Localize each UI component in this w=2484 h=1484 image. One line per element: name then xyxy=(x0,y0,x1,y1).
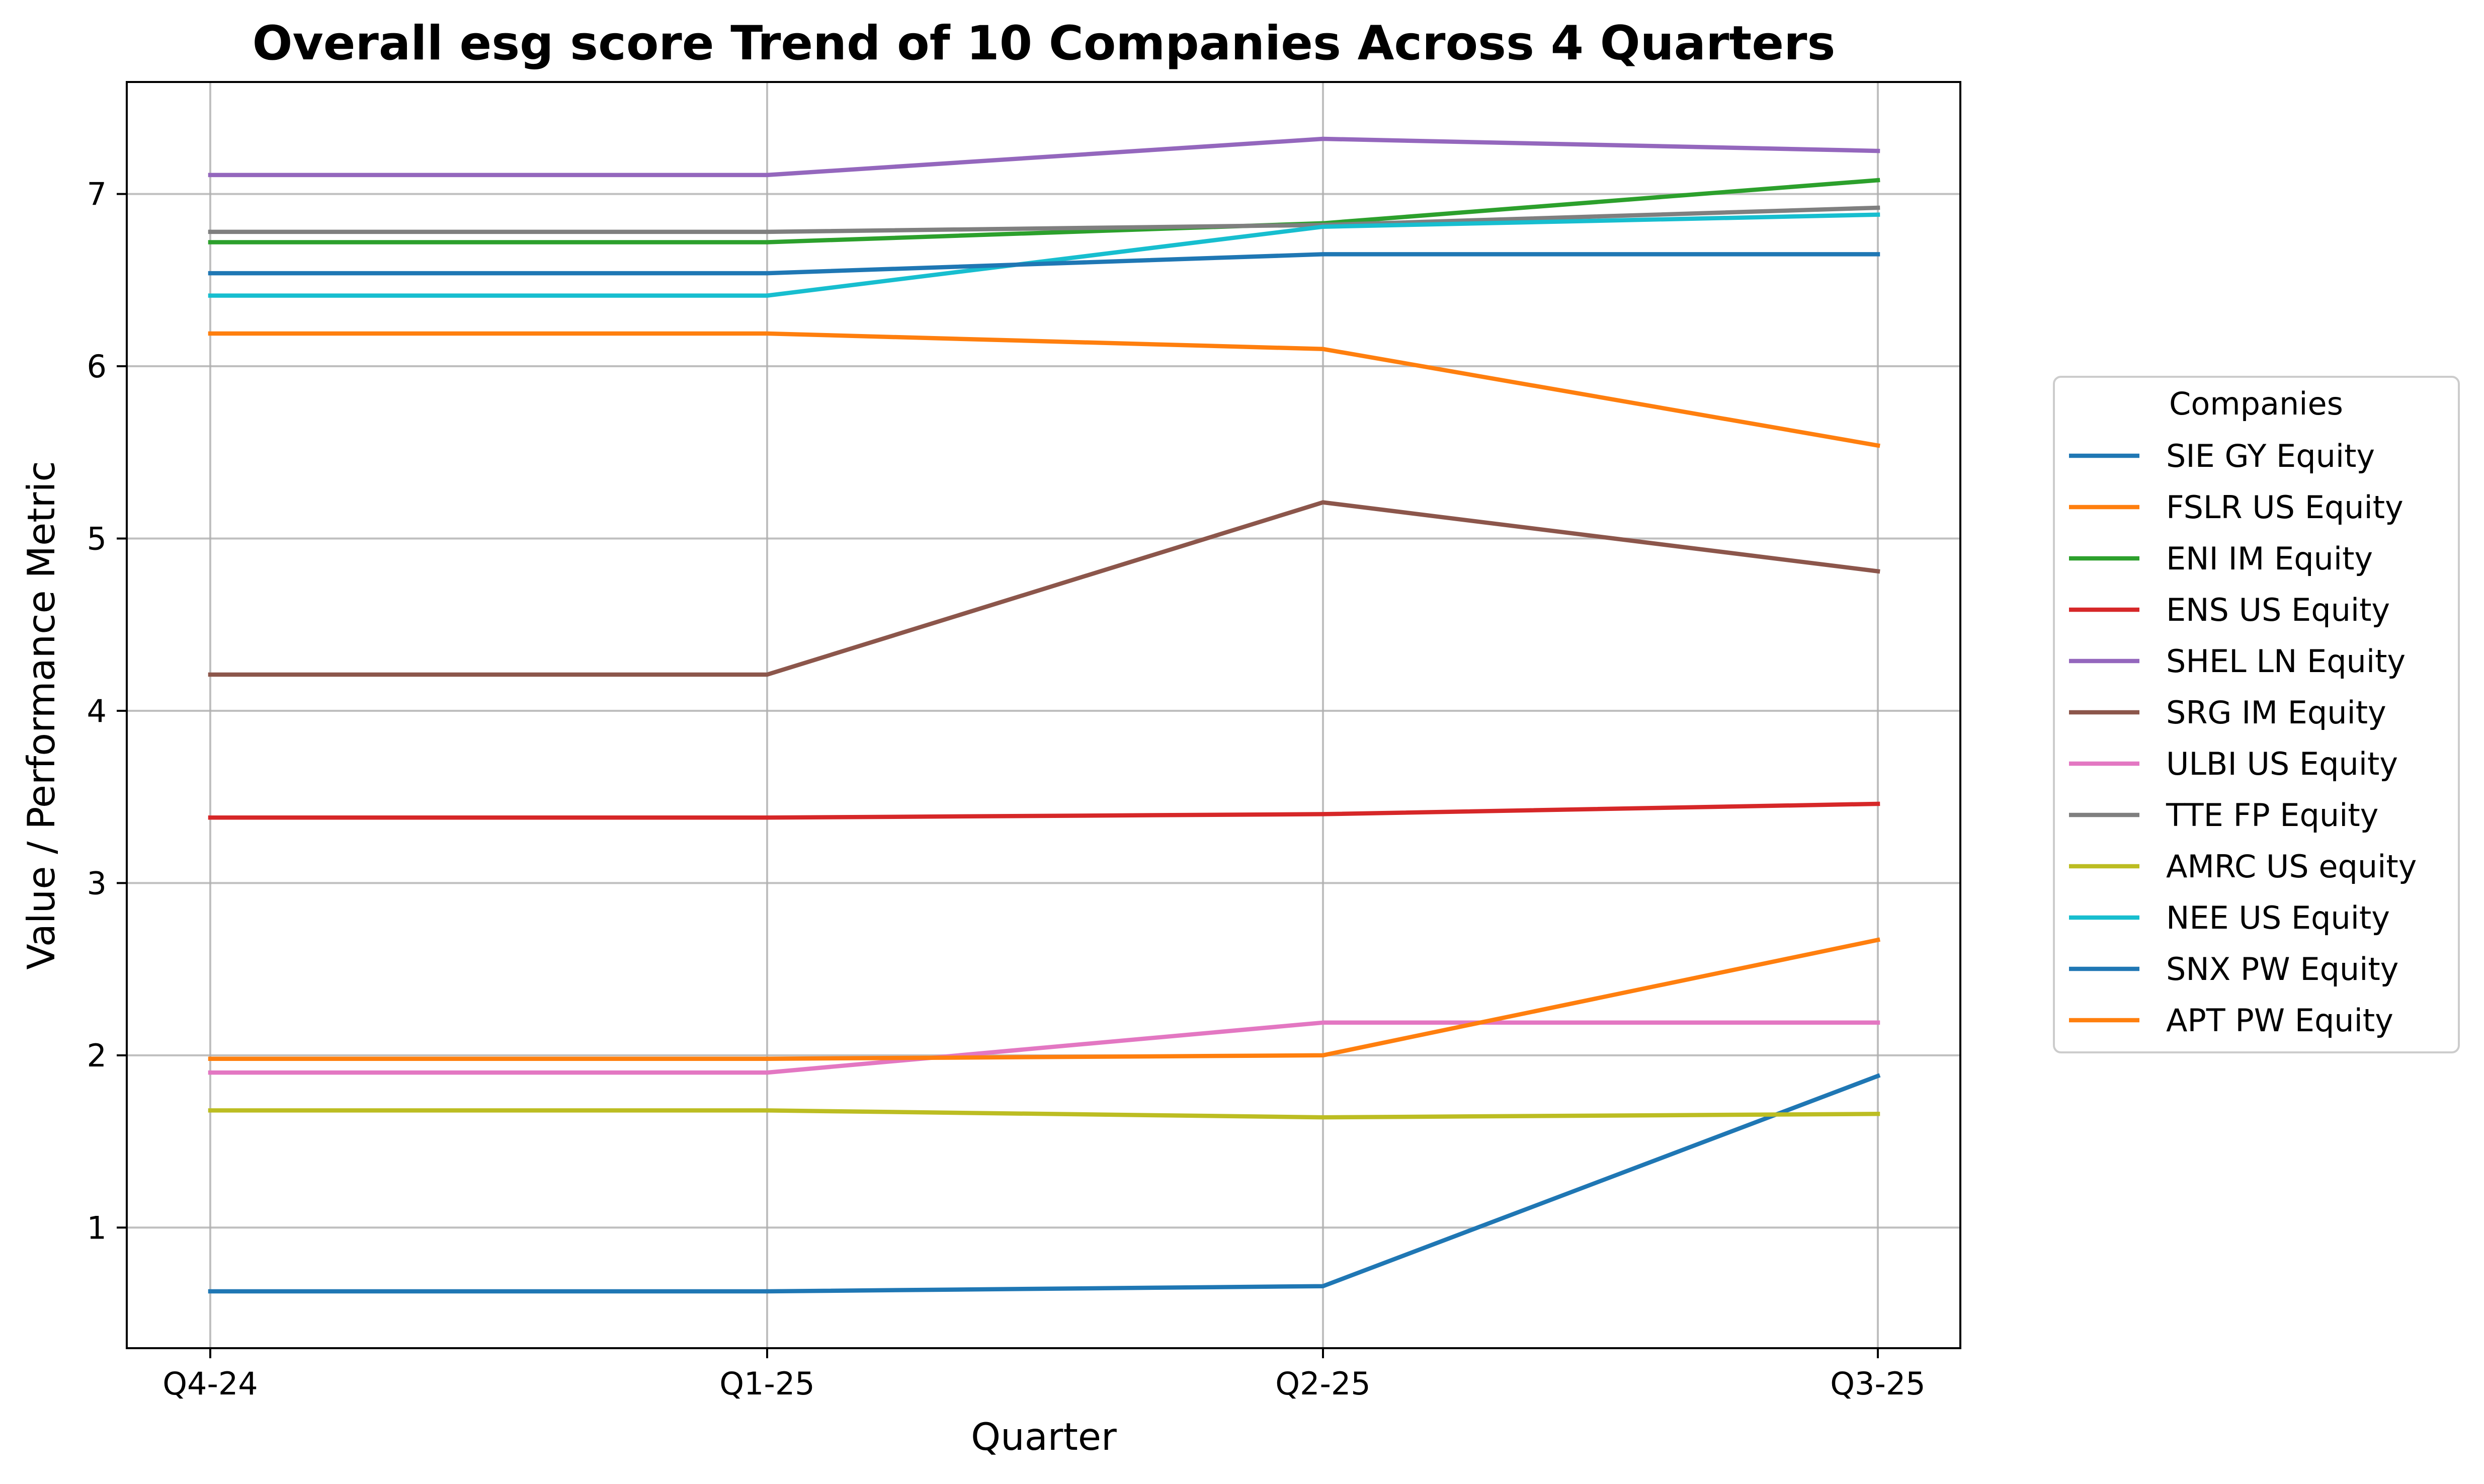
legend-label: SRG IM Equity xyxy=(2166,694,2386,731)
series-line xyxy=(208,1020,1880,1075)
series-line xyxy=(208,252,1880,276)
legend-label: FSLR US Equity xyxy=(2166,489,2404,526)
x-tick-label: Q4-24 xyxy=(162,1365,258,1402)
legend-item: SIE GY Equity xyxy=(2069,438,2375,474)
series-line xyxy=(208,178,1880,244)
legend-label: APT PW Equity xyxy=(2166,1002,2393,1039)
y-tick-label: 2 xyxy=(87,1037,107,1074)
legend-item: SNX PW Equity xyxy=(2069,951,2398,987)
legend-label: TTE FP Equity xyxy=(2166,797,2378,834)
legend-box xyxy=(2053,376,2460,1053)
legend-item: FSLR US Equity xyxy=(2069,489,2404,526)
legend-label: SIE GY Equity xyxy=(2166,438,2375,474)
series-line xyxy=(208,205,1880,234)
legend-label: ENI IM Equity xyxy=(2166,540,2373,577)
y-axis-ticks: 1 2 3 4 5 6 7 xyxy=(87,176,127,1246)
y-tick-label: 7 xyxy=(87,176,107,213)
legend-label: ULBI US Equity xyxy=(2166,746,2398,782)
legend-item: AMRC US equity xyxy=(2069,848,2417,885)
series-line xyxy=(208,500,1880,677)
legend-item: ENS US Equity xyxy=(2069,592,2390,628)
legend-item: SHEL LN Equity xyxy=(2069,643,2406,680)
legend-item: ENI IM Equity xyxy=(2069,540,2373,577)
plot-frame xyxy=(126,81,1961,1349)
legend-label: SHEL LN Equity xyxy=(2166,643,2406,680)
legend-item: APT PW Equity xyxy=(2069,1002,2393,1039)
y-tick-label: 4 xyxy=(87,693,107,729)
legend: Companies SIE GY Equity FSLR US Equity ENI… xyxy=(2053,376,2460,1053)
y-tick-label: 5 xyxy=(87,520,107,557)
legend-title: Companies xyxy=(2169,385,2343,422)
series-line xyxy=(208,937,1881,1061)
legend-item: SRG IM Equity xyxy=(2069,694,2386,731)
legend-items: SIE GY Equity FSLR US Equity ENI IM Equity… xyxy=(2069,438,2417,1039)
y-tick-label: 3 xyxy=(87,865,107,901)
legend-item: TTE FP Equity xyxy=(2069,797,2378,834)
legend-item: NEE US Equity xyxy=(2069,899,2390,936)
series-line xyxy=(208,136,1880,178)
series-line xyxy=(208,801,1880,820)
x-tick-label: Q1-25 xyxy=(719,1365,815,1402)
x-axis-ticks: Q4-24 Q1-25 Q2-25 Q3-25 xyxy=(162,1348,1926,1402)
y-tick-label: 1 xyxy=(87,1209,107,1246)
legend-label: ENS US Equity xyxy=(2166,592,2390,628)
x-tick-label: Q3-25 xyxy=(1830,1365,1926,1402)
series-line xyxy=(208,1073,1881,1294)
series-line xyxy=(208,331,1880,448)
chart-title: Overall esg score Trend of 10 Companies … xyxy=(253,16,1836,71)
series-line xyxy=(208,212,1880,298)
legend-label: NEE US Equity xyxy=(2166,899,2390,936)
x-axis-label: Quarter xyxy=(971,1415,1117,1459)
series-lines xyxy=(208,136,1881,1294)
legend-item: ULBI US Equity xyxy=(2069,746,2398,782)
legend-label: SNX PW Equity xyxy=(2166,951,2398,987)
legend-label: AMRC US equity xyxy=(2166,848,2417,885)
series-line xyxy=(208,1108,1880,1120)
y-tick-label: 6 xyxy=(87,348,107,385)
x-tick-label: Q2-25 xyxy=(1275,1365,1371,1402)
y-axis-label: Value / Performance Metric xyxy=(19,461,63,969)
